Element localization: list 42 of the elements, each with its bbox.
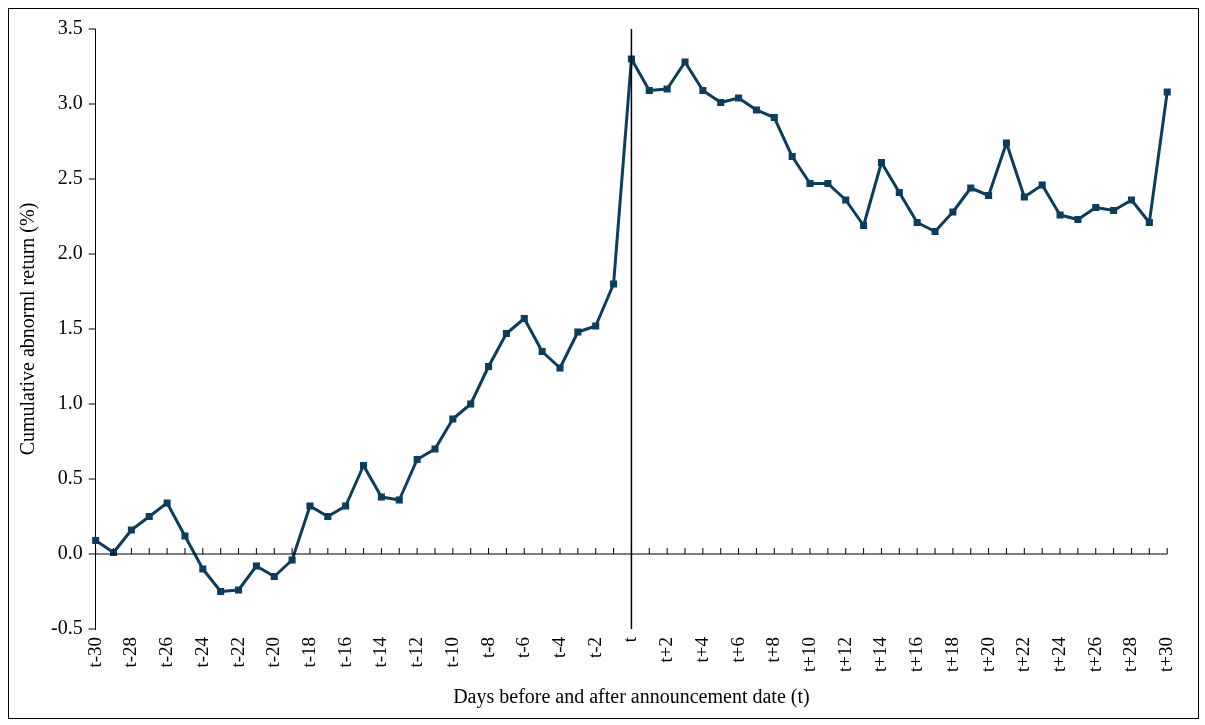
x-tick-label: t+6 bbox=[726, 637, 748, 663]
y-tick-label: 2.5 bbox=[57, 166, 83, 189]
x-tick-label: t-24 bbox=[190, 636, 212, 668]
x-tick-label: t+24 bbox=[1048, 636, 1070, 673]
x-tick-label: t-10 bbox=[440, 637, 462, 668]
x-tick-label: t+14 bbox=[869, 636, 891, 673]
y-tick-label: 3.0 bbox=[57, 91, 83, 114]
y-tick-label: -0.5 bbox=[50, 616, 83, 639]
x-tick-label: t-12 bbox=[405, 637, 427, 668]
x-tick-label: t-20 bbox=[262, 637, 284, 668]
x-tick-label: t-30 bbox=[83, 637, 105, 668]
x-axis-title: Days before and after announcement date (t) bbox=[453, 685, 810, 709]
x-tick-label: t-26 bbox=[155, 637, 177, 668]
x-tick-label: t+18 bbox=[940, 637, 962, 673]
x-tick-label: t-22 bbox=[226, 637, 248, 668]
x-tick-label: t-18 bbox=[297, 637, 319, 668]
x-tick-label: t+10 bbox=[798, 637, 819, 673]
x-tick-label: t+20 bbox=[976, 637, 998, 673]
x-tick-label: t+16 bbox=[905, 637, 927, 673]
y-tick-label: 1.0 bbox=[57, 391, 83, 414]
x-tick-label: t-4 bbox=[547, 636, 569, 659]
x-tick-label: t-16 bbox=[333, 637, 355, 668]
y-tick-label: 0.5 bbox=[57, 466, 83, 489]
y-axis-title: Cumulative abnorml return (%) bbox=[16, 202, 40, 456]
x-tick-label: t-14 bbox=[369, 636, 391, 668]
x-tick-label: t+26 bbox=[1083, 637, 1105, 673]
y-tick-label: 0.0 bbox=[57, 541, 83, 564]
x-tick-label: t+4 bbox=[690, 636, 712, 663]
y-tick-label: 1.5 bbox=[57, 316, 83, 339]
x-tick-label: t-6 bbox=[512, 637, 534, 659]
x-tick-label: t+2 bbox=[655, 637, 677, 663]
x-tick-label: t+30 bbox=[1155, 637, 1177, 673]
y-tick-label: 2.0 bbox=[57, 241, 83, 264]
x-tick-label: t bbox=[619, 636, 641, 643]
x-tick-label: t-8 bbox=[476, 637, 498, 659]
x-tick-label: t+22 bbox=[1012, 637, 1034, 673]
x-tick-label: t-28 bbox=[119, 637, 141, 668]
x-tick-label: t+12 bbox=[833, 637, 855, 673]
x-tick-label: t+8 bbox=[762, 637, 784, 663]
x-tick-label: t-2 bbox=[583, 637, 605, 659]
x-tick-label: t+28 bbox=[1119, 637, 1141, 673]
y-tick-label: 3.5 bbox=[57, 16, 83, 39]
